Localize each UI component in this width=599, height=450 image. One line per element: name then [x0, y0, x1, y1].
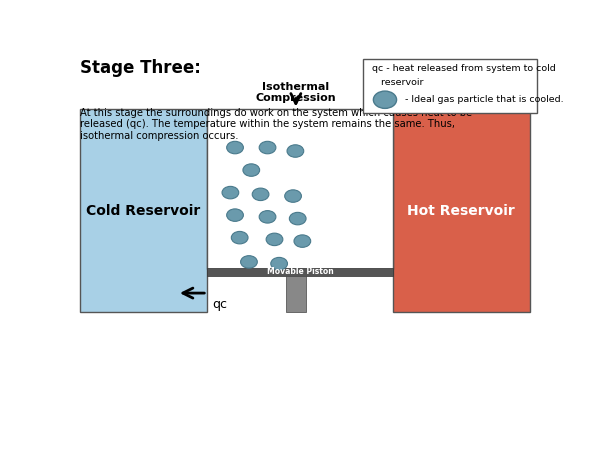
- Circle shape: [285, 190, 301, 203]
- Text: qᴄ - heat released from system to cold: qᴄ - heat released from system to cold: [372, 64, 556, 73]
- Circle shape: [259, 211, 276, 223]
- Circle shape: [226, 209, 243, 221]
- Circle shape: [241, 256, 258, 268]
- Bar: [393, 109, 530, 312]
- Bar: [207, 109, 393, 269]
- Text: qᴄ: qᴄ: [212, 298, 227, 311]
- Circle shape: [294, 235, 311, 248]
- Circle shape: [373, 91, 397, 108]
- Text: Isothermal
Compression: Isothermal Compression: [256, 82, 336, 104]
- Circle shape: [243, 164, 259, 176]
- Text: Hot Reservoir: Hot Reservoir: [407, 204, 515, 218]
- Bar: [80, 109, 207, 312]
- Circle shape: [231, 231, 248, 244]
- Text: - Ideal gas particle that is cooled.: - Ideal gas particle that is cooled.: [402, 95, 564, 104]
- Circle shape: [222, 186, 239, 199]
- Text: Stage Three:: Stage Three:: [80, 59, 201, 77]
- Circle shape: [252, 188, 269, 201]
- Text: Cold Reservoir: Cold Reservoir: [86, 204, 201, 218]
- Circle shape: [271, 257, 288, 270]
- Circle shape: [289, 212, 306, 225]
- Text: Movable Piston: Movable Piston: [267, 267, 334, 276]
- Bar: [363, 59, 537, 113]
- Circle shape: [259, 141, 276, 154]
- Bar: [207, 268, 393, 276]
- Bar: [286, 276, 305, 312]
- Text: reservoir: reservoir: [372, 78, 423, 87]
- Circle shape: [226, 141, 243, 154]
- Circle shape: [287, 145, 304, 157]
- Circle shape: [266, 233, 283, 246]
- Text: At this stage the surroundings do work on the system which causes heat to be
rel: At this stage the surroundings do work o…: [80, 108, 471, 141]
